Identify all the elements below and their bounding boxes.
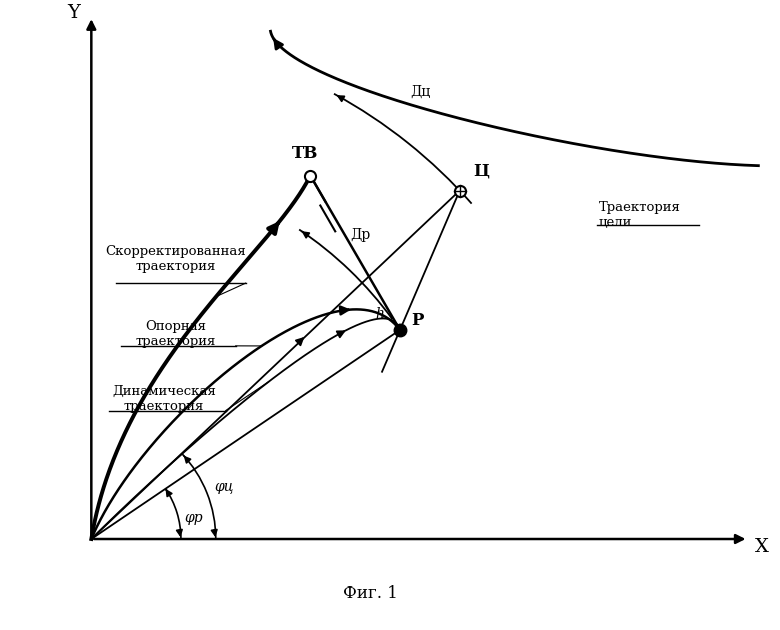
Text: h: h xyxy=(375,307,384,321)
Text: Скорректированная
траектория: Скорректированная траектория xyxy=(105,245,246,273)
Text: φц: φц xyxy=(214,480,233,495)
Text: Р: Р xyxy=(412,312,424,329)
Text: Динамическая
траектория: Динамическая траектория xyxy=(112,385,216,413)
Text: ТВ: ТВ xyxy=(292,145,318,162)
Text: Фиг. 1: Фиг. 1 xyxy=(342,585,398,602)
Text: Опорная
траектория: Опорная траектория xyxy=(136,320,216,348)
Text: Ц: Ц xyxy=(473,163,490,180)
Text: X: X xyxy=(754,538,768,556)
Text: Y: Y xyxy=(67,4,80,22)
Text: Дц: Дц xyxy=(410,85,431,99)
Text: Др: Др xyxy=(350,228,370,243)
Text: Траектория
цели: Траектория цели xyxy=(599,202,681,229)
Text: φр: φр xyxy=(185,512,204,525)
